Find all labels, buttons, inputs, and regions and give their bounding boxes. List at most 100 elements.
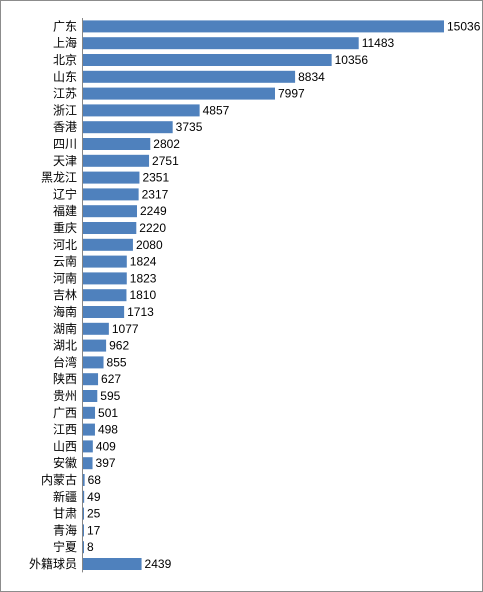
- value-label-20: 855: [107, 355, 127, 369]
- category-label-14: 云南: [53, 254, 77, 269]
- value-label-17: 1713: [127, 305, 154, 319]
- category-label-10: 辽宁: [53, 186, 77, 201]
- category-label-25: 山西: [53, 439, 77, 453]
- category-label-17: 海南: [53, 304, 77, 319]
- category-label-8: 天津: [53, 154, 77, 168]
- category-label-16: 吉林: [53, 288, 77, 302]
- bars-group: [83, 20, 444, 570]
- category-label-23: 广西: [53, 406, 77, 420]
- value-label-11: 2249: [140, 204, 167, 218]
- value-label-3: 8834: [298, 70, 325, 84]
- bar-26: [83, 457, 93, 470]
- category-label-18: 湖南: [53, 321, 77, 336]
- bar-27: [83, 474, 85, 486]
- value-label-4: 7997: [278, 87, 305, 101]
- bar-7: [83, 138, 151, 150]
- value-label-1: 11483: [362, 36, 395, 50]
- bar-8: [83, 154, 150, 167]
- bar-28: [83, 490, 85, 503]
- bar-12: [83, 222, 137, 234]
- category-label-22: 贵州: [53, 389, 77, 403]
- category-label-27: 内蒙古: [41, 472, 77, 487]
- value-label-18: 1077: [112, 322, 139, 336]
- value-label-23: 501: [98, 406, 118, 420]
- value-label-13: 2080: [136, 238, 163, 252]
- bar-31: [83, 541, 84, 554]
- value-label-8: 2751: [152, 154, 179, 168]
- value-label-16: 1810: [129, 288, 156, 302]
- bar-22: [83, 390, 98, 402]
- bar-11: [83, 205, 137, 218]
- bar-14: [83, 255, 127, 268]
- value-label-31: 8: [87, 540, 94, 554]
- bar-18: [83, 322, 109, 335]
- value-label-12: 2220: [139, 221, 166, 235]
- value-label-2: 10356: [335, 53, 369, 67]
- value-label-14: 1824: [130, 255, 157, 269]
- value-label-10: 2317: [142, 187, 169, 201]
- value-label-7: 2802: [153, 137, 180, 151]
- category-label-32: 外籍球员: [29, 556, 77, 571]
- category-label-2: 北京: [53, 53, 77, 67]
- value-label-25: 409: [96, 439, 116, 453]
- category-label-15: 河南: [53, 270, 77, 285]
- category-labels-group: 广东上海北京山东江苏浙江香港四川天津黑龙江辽宁福建重庆河北云南河南吉林海南湖南湖…: [29, 19, 77, 571]
- category-label-3: 山东: [53, 70, 77, 84]
- bar-30: [83, 524, 84, 537]
- bar-2: [83, 54, 332, 66]
- category-label-7: 四川: [53, 137, 77, 151]
- bar-13: [83, 238, 133, 251]
- bar-29: [83, 507, 84, 520]
- value-label-26: 397: [96, 456, 116, 470]
- bar-19: [83, 339, 107, 352]
- category-label-26: 安徽: [53, 455, 77, 470]
- bar-10: [83, 188, 139, 201]
- category-label-29: 甘肃: [53, 507, 77, 521]
- value-label-21: 627: [101, 372, 121, 386]
- bar-20: [83, 356, 104, 369]
- value-label-19: 962: [109, 339, 129, 353]
- bar-15: [83, 272, 127, 285]
- bar-32: [83, 558, 142, 570]
- bar-16: [83, 289, 127, 302]
- value-label-30: 17: [87, 523, 101, 537]
- bar-3: [83, 70, 296, 83]
- category-label-20: 台湾: [53, 354, 77, 369]
- bar-25: [83, 440, 93, 453]
- value-label-0: 15036: [447, 19, 481, 33]
- category-label-4: 江苏: [53, 87, 77, 101]
- category-label-5: 浙江: [53, 103, 77, 117]
- bar-17: [83, 306, 125, 318]
- value-label-28: 49: [87, 490, 101, 504]
- category-label-13: 河北: [53, 238, 77, 252]
- bar-1: [83, 37, 359, 50]
- value-label-27: 68: [88, 473, 102, 487]
- category-label-12: 重庆: [53, 221, 77, 235]
- bar-21: [83, 373, 99, 386]
- value-label-9: 2351: [142, 171, 169, 185]
- bar-5: [83, 104, 200, 117]
- category-label-0: 广东: [53, 19, 77, 33]
- category-label-1: 上海: [53, 35, 77, 50]
- value-label-22: 595: [100, 389, 120, 403]
- value-label-24: 498: [98, 423, 118, 437]
- value-label-29: 25: [87, 507, 101, 521]
- bar-6: [83, 121, 173, 134]
- category-label-9: 黑龙江: [41, 171, 77, 185]
- bar-24: [83, 423, 95, 436]
- category-label-31: 宁夏: [53, 539, 77, 554]
- category-label-21: 陕西: [53, 371, 77, 386]
- bar-9: [83, 171, 140, 184]
- value-label-5: 4857: [203, 103, 230, 117]
- category-label-30: 青海: [53, 522, 77, 537]
- bar-23: [83, 406, 96, 419]
- category-label-11: 福建: [53, 203, 77, 218]
- value-label-15: 1823: [130, 271, 157, 285]
- category-label-24: 江西: [53, 423, 77, 437]
- category-label-19: 湖北: [53, 338, 77, 353]
- bar-0: [83, 20, 444, 33]
- bar-4: [83, 87, 276, 100]
- category-label-28: 新疆: [53, 489, 77, 504]
- value-label-32: 2439: [145, 557, 172, 571]
